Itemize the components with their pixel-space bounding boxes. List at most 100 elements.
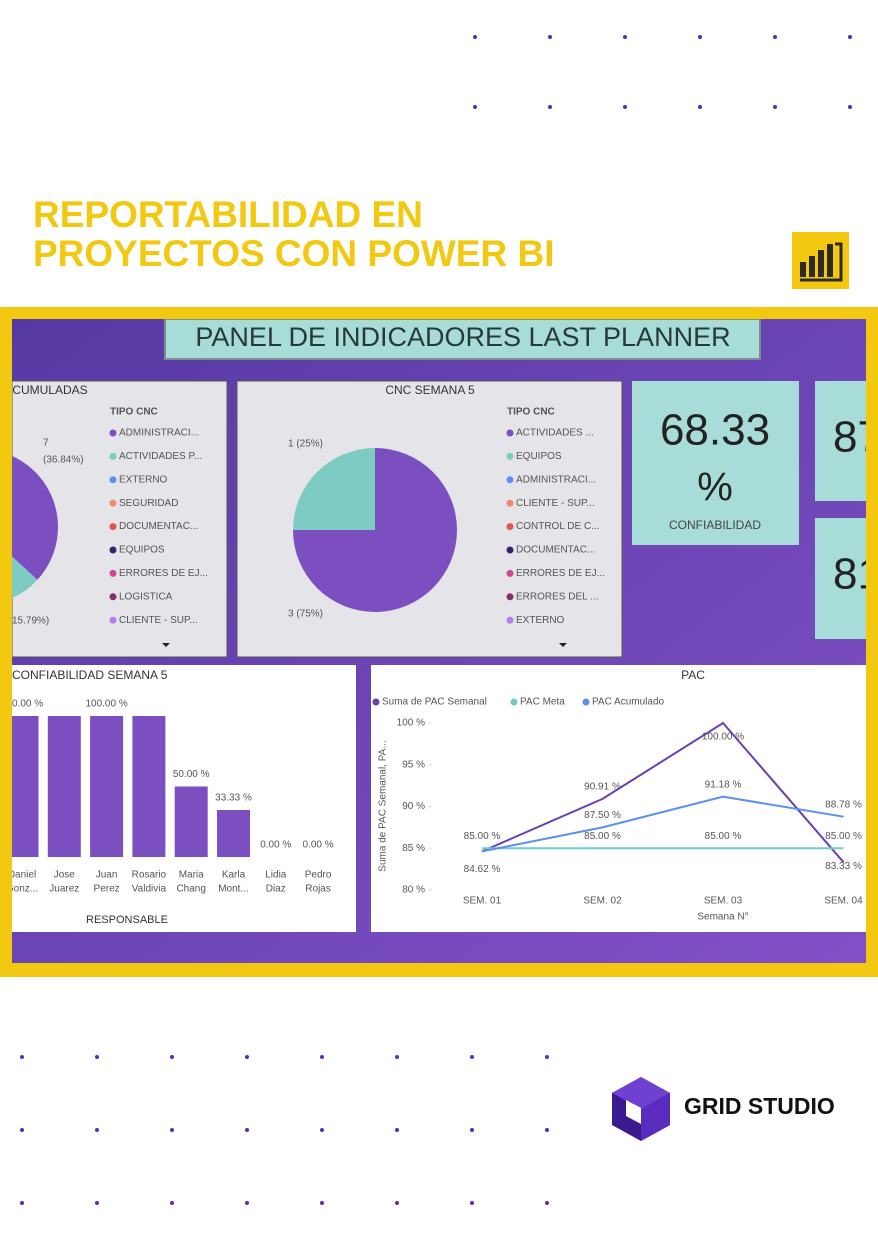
- pie-label: (36.84%): [43, 455, 84, 466]
- bar: [47, 716, 81, 857]
- legend-label: CLIENTE - SUP...: [516, 498, 595, 509]
- legend-marker: [506, 429, 514, 437]
- line-chart: PAC Semana N° Suma de PAC Semanal, PA... 80…: [372, 668, 863, 923]
- dot: [95, 1055, 99, 1059]
- legend-label: LOGISTICA: [119, 591, 173, 602]
- bar: [217, 810, 250, 857]
- panel-title: CUMULADAS: [12, 383, 87, 397]
- legend-label: PAC Meta: [520, 697, 565, 708]
- dot: [320, 1128, 324, 1132]
- legend-marker: [506, 616, 514, 624]
- dropdown-arrow: [559, 643, 567, 647]
- dot: [95, 1128, 99, 1132]
- legend-label: ACTIVIDADES ...: [516, 428, 594, 439]
- axis-title: Suma de PAC Semanal, PA...: [378, 740, 389, 871]
- dot: [848, 35, 852, 39]
- dot: [848, 105, 852, 109]
- value-label: 85.00 %: [464, 831, 501, 842]
- pie-label: 1 (25%): [288, 439, 323, 450]
- legend-marker: [372, 698, 380, 706]
- legend-label: Suma de PAC Semanal: [382, 697, 487, 708]
- value-label: 91.18 %: [705, 779, 742, 790]
- legend-label: ERRORES DE EJ...: [119, 568, 208, 579]
- kpi-unit: %: [697, 466, 733, 510]
- axis-title: RESPONSABLE: [86, 914, 168, 926]
- dot: [470, 1128, 474, 1132]
- legend-label: ADMINISTRACI...: [119, 428, 199, 439]
- legend-label: ACTIVIDADES P...: [119, 451, 202, 462]
- y-tick-label: 85 %: [402, 843, 425, 854]
- kpi-label: CONFIABILIDAD: [669, 518, 761, 532]
- pie-label: 7: [43, 438, 49, 449]
- dot: [545, 1201, 549, 1205]
- x-tick-label: SEM. 03: [704, 896, 743, 907]
- powerbi-icon: [792, 232, 849, 289]
- value-label: 100.00 %: [1, 699, 43, 710]
- dropdown-arrow: [162, 643, 170, 647]
- dot: [20, 1055, 24, 1059]
- value-label: 0.00 %: [303, 840, 334, 851]
- x-tick-label: SEM. 02: [583, 896, 622, 907]
- dot: [548, 35, 552, 39]
- y-tick-label: 95 %: [402, 759, 425, 770]
- bar-chart: CONFIABILIDAD SEMANA 5 RESPONSABLE 100.00 …: [1, 668, 334, 926]
- brand-name: GRID STUDIO: [684, 1093, 835, 1119]
- value-label: 85.00 %: [584, 831, 621, 842]
- dot: [320, 1201, 324, 1205]
- legend-label: DOCUMENTAC...: [516, 545, 595, 556]
- legend-title: TIPO CNC: [110, 407, 158, 418]
- legend-marker: [109, 476, 117, 484]
- dot: [395, 1055, 399, 1059]
- brand-logo: [612, 1077, 670, 1141]
- x-tick-label: Perez: [94, 884, 120, 895]
- dot: [545, 1055, 549, 1059]
- dot: [95, 1201, 99, 1205]
- legend-marker: [506, 569, 514, 577]
- legend-marker: [109, 429, 117, 437]
- legend-marker: [109, 499, 117, 507]
- x-tick-label: SEM. 04: [824, 896, 863, 907]
- legend-marker: [109, 523, 117, 531]
- pie-slice: [293, 448, 375, 530]
- logo-side: [641, 1093, 670, 1141]
- x-tick-label: Daniel: [8, 870, 36, 881]
- legend-label: ERRORES DEL ...: [516, 591, 598, 602]
- x-tick-label: Juarez: [49, 884, 79, 895]
- dot: [245, 1201, 249, 1205]
- legend-label: DOCUMENTAC...: [119, 521, 198, 532]
- x-tick-label: Pedro: [305, 870, 332, 881]
- legend-marker: [506, 476, 514, 484]
- legend-marker: [109, 569, 117, 577]
- panel: [371, 665, 866, 932]
- pie-label: 15.79%): [12, 616, 49, 627]
- kpi-card: [815, 518, 866, 639]
- legend-marker: [109, 452, 117, 460]
- legend-marker: [506, 546, 514, 554]
- bar: [12, 716, 39, 857]
- kpi-value: 68.33: [660, 406, 770, 455]
- decor-dots: [20, 35, 852, 1205]
- x-tick-label: Gonz...: [6, 884, 38, 895]
- x-tick-label: Diaz: [266, 884, 286, 895]
- dot: [548, 105, 552, 109]
- dot: [395, 1128, 399, 1132]
- x-tick-label: Mont...: [218, 884, 249, 895]
- kpi-card: [815, 381, 866, 501]
- icon-bars: [800, 244, 833, 277]
- x-tick-label: Juan: [96, 870, 118, 881]
- x-tick-label: Karla: [222, 870, 246, 881]
- legend-label: ERRORES DE EJ...: [516, 568, 605, 579]
- legend-marker: [109, 593, 117, 601]
- value-label: 85.00 %: [825, 831, 862, 842]
- dot: [698, 105, 702, 109]
- dot: [395, 1201, 399, 1205]
- legend-marker: [506, 499, 514, 507]
- dot: [773, 105, 777, 109]
- legend-label: EQUIPOS: [516, 451, 562, 462]
- dot: [170, 1055, 174, 1059]
- panel-title: CONFIABILIDAD SEMANA 5: [12, 668, 168, 682]
- kpis: 68.33% CONFIABILIDAD 87 81: [660, 406, 866, 599]
- line-series: [481, 795, 844, 853]
- dot: [320, 1055, 324, 1059]
